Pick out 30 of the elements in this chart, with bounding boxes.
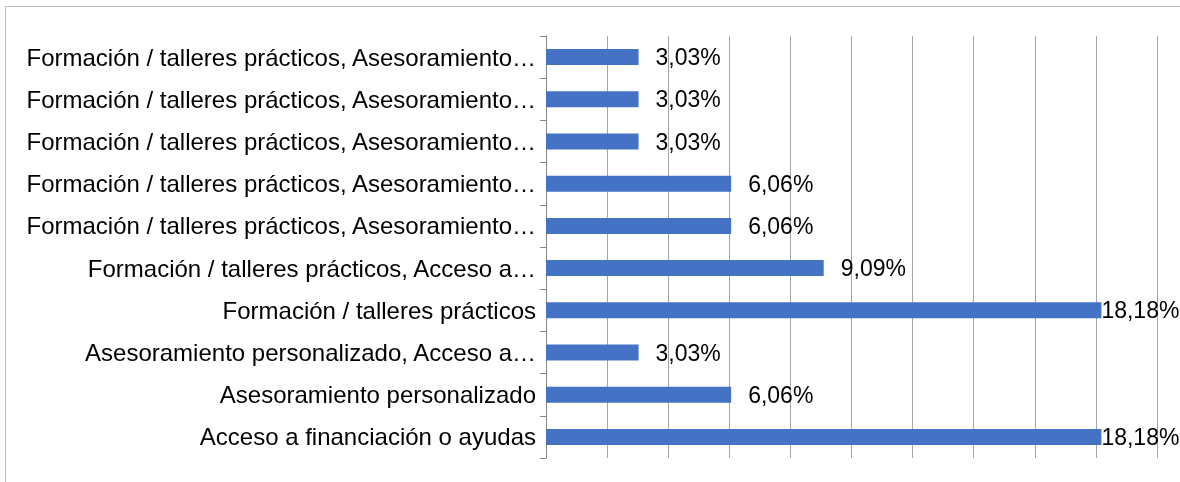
y-tick-label: Formación / talleres prácticos, Asesoramiento… bbox=[26, 128, 536, 155]
data-label: 3,03% bbox=[655, 339, 721, 366]
bar bbox=[546, 344, 639, 361]
data-label: 6,06% bbox=[748, 170, 814, 197]
data-label: 3,03% bbox=[655, 128, 721, 155]
y-tick-label: Asesoramiento personalizado, Acceso a… bbox=[85, 339, 536, 366]
data-label: 18,18% bbox=[1101, 423, 1180, 450]
y-tick-label: Formación / talleres prácticos, Acceso a… bbox=[87, 254, 536, 282]
data-label: 3,03% bbox=[655, 86, 721, 113]
bar bbox=[546, 49, 639, 66]
y-tick-label: Formación / talleres prácticos, Asesoramiento… bbox=[26, 170, 536, 198]
data-label: 18,18% bbox=[1101, 297, 1180, 324]
bar bbox=[546, 175, 732, 192]
bar bbox=[546, 428, 1102, 445]
y-tick-label: Formación / talleres prácticos bbox=[222, 296, 536, 324]
bar bbox=[546, 260, 824, 277]
bar bbox=[546, 217, 732, 234]
y-tick-label: Formación / talleres prácticos, Asesoramiento… bbox=[26, 85, 536, 113]
y-tick-label: Asesoramiento personalizado bbox=[219, 381, 536, 409]
y-tick-label: Formación / talleres prácticos, Asesoramiento… bbox=[26, 212, 536, 240]
bar bbox=[546, 302, 1102, 319]
y-tick-label: Acceso a financiación o ayudas bbox=[199, 423, 536, 451]
bar bbox=[546, 91, 639, 108]
bar bbox=[546, 386, 732, 403]
y-tick-label: Formación / talleres prácticos, Asesoramiento… bbox=[26, 43, 536, 71]
data-label: 9,09% bbox=[840, 255, 906, 282]
data-label: 6,06% bbox=[748, 381, 814, 408]
bar bbox=[546, 133, 639, 150]
data-label: 3,03% bbox=[655, 44, 721, 71]
data-label: 6,06% bbox=[748, 212, 814, 239]
